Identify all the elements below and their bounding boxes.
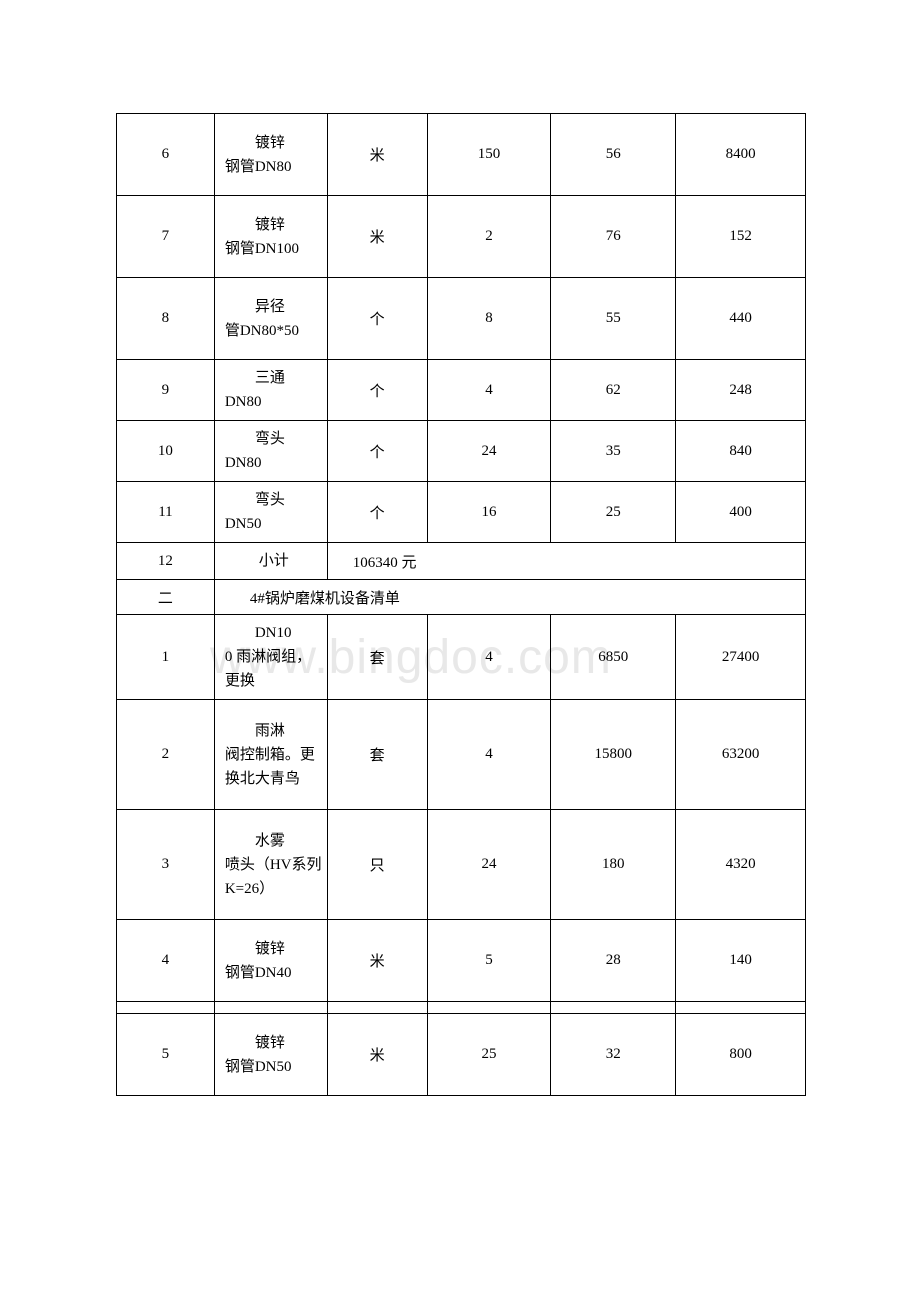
cell-name: 镀锌钢管DN100 — [214, 196, 327, 278]
cell-unit: 米 — [327, 114, 427, 196]
cell-qty: 8 — [427, 278, 551, 360]
equipment-table: 6镀锌钢管DN80米1505684007镀锌钢管DN100米2761528异径管… — [116, 113, 806, 1096]
section-title: 4#锅炉磨煤机设备清单 — [214, 580, 805, 615]
cell-total: 440 — [676, 278, 806, 360]
cell-price: 25 — [551, 482, 676, 543]
cell-qty: 24 — [427, 421, 551, 482]
cell-unit: 米 — [327, 920, 427, 1002]
cell-name: 三通DN80 — [214, 360, 327, 421]
cell-unit: 个 — [327, 482, 427, 543]
cell-name: 弯头DN80 — [214, 421, 327, 482]
cell-qty: 4 — [427, 615, 551, 700]
table-row: 4镀锌钢管DN40米528140 — [117, 920, 806, 1002]
cell-price: 55 — [551, 278, 676, 360]
cell-qty: 2 — [427, 196, 551, 278]
cell-num: 5 — [117, 1014, 215, 1096]
cell-name: 异径管DN80*50 — [214, 278, 327, 360]
empty-cell — [551, 1002, 676, 1014]
cell-price: 62 — [551, 360, 676, 421]
cell-price: 6850 — [551, 615, 676, 700]
table-row: 12小计106340 元 — [117, 543, 806, 580]
cell-qty: 150 — [427, 114, 551, 196]
cell-name: 镀锌钢管DN50 — [214, 1014, 327, 1096]
equipment-table-container: 6镀锌钢管DN80米1505684007镀锌钢管DN100米2761528异径管… — [116, 113, 806, 1096]
cell-unit: 个 — [327, 360, 427, 421]
table-row: 1DN100 雨淋阀组，更换套4685027400 — [117, 615, 806, 700]
cell-price: 180 — [551, 810, 676, 920]
cell-name: 雨淋阀控制箱。更换北大青鸟 — [214, 700, 327, 810]
cell-unit: 个 — [327, 278, 427, 360]
cell-num: 11 — [117, 482, 215, 543]
subtotal-label: 小计 — [214, 543, 327, 580]
cell-num: 12 — [117, 543, 215, 580]
table-row: 10弯头DN80个2435840 — [117, 421, 806, 482]
cell-unit: 米 — [327, 1014, 427, 1096]
cell-total: 400 — [676, 482, 806, 543]
empty-cell — [117, 1002, 215, 1014]
cell-unit: 米 — [327, 196, 427, 278]
cell-qty: 25 — [427, 1014, 551, 1096]
cell-price: 35 — [551, 421, 676, 482]
cell-name: DN100 雨淋阀组，更换 — [214, 615, 327, 700]
empty-cell — [676, 1002, 806, 1014]
table-row — [117, 1002, 806, 1014]
cell-total: 140 — [676, 920, 806, 1002]
cell-unit: 只 — [327, 810, 427, 920]
table-row: 7镀锌钢管DN100米276152 — [117, 196, 806, 278]
table-row: 2雨淋阀控制箱。更换北大青鸟套41580063200 — [117, 700, 806, 810]
cell-qty: 16 — [427, 482, 551, 543]
cell-qty: 5 — [427, 920, 551, 1002]
cell-total: 8400 — [676, 114, 806, 196]
cell-name: 镀锌钢管DN80 — [214, 114, 327, 196]
cell-price: 28 — [551, 920, 676, 1002]
cell-num: 8 — [117, 278, 215, 360]
cell-name: 水雾喷头（HV系列 K=26） — [214, 810, 327, 920]
cell-num: 7 — [117, 196, 215, 278]
cell-num: 10 — [117, 421, 215, 482]
cell-total: 27400 — [676, 615, 806, 700]
table-row: 11弯头DN50个1625400 — [117, 482, 806, 543]
cell-num: 1 — [117, 615, 215, 700]
table-row: 9三通DN80个462248 — [117, 360, 806, 421]
table-row: 8异径管DN80*50个855440 — [117, 278, 806, 360]
cell-total: 840 — [676, 421, 806, 482]
cell-num: 3 — [117, 810, 215, 920]
table-row: 3水雾喷头（HV系列 K=26）只241804320 — [117, 810, 806, 920]
cell-num: 2 — [117, 700, 215, 810]
cell-unit: 套 — [327, 700, 427, 810]
table-row: 6镀锌钢管DN80米150568400 — [117, 114, 806, 196]
cell-unit: 套 — [327, 615, 427, 700]
cell-num: 6 — [117, 114, 215, 196]
empty-cell — [327, 1002, 427, 1014]
section-num: 二 — [117, 580, 215, 615]
cell-total: 248 — [676, 360, 806, 421]
cell-price: 56 — [551, 114, 676, 196]
cell-name: 弯头DN50 — [214, 482, 327, 543]
cell-qty: 4 — [427, 360, 551, 421]
cell-price: 15800 — [551, 700, 676, 810]
cell-unit: 个 — [327, 421, 427, 482]
cell-num: 4 — [117, 920, 215, 1002]
cell-price: 76 — [551, 196, 676, 278]
empty-cell — [427, 1002, 551, 1014]
cell-total: 63200 — [676, 700, 806, 810]
cell-qty: 4 — [427, 700, 551, 810]
cell-num: 9 — [117, 360, 215, 421]
empty-cell — [214, 1002, 327, 1014]
cell-total: 4320 — [676, 810, 806, 920]
cell-total: 800 — [676, 1014, 806, 1096]
cell-name: 镀锌钢管DN40 — [214, 920, 327, 1002]
table-row: 二4#锅炉磨煤机设备清单 — [117, 580, 806, 615]
subtotal-value: 106340 元 — [327, 543, 805, 580]
cell-qty: 24 — [427, 810, 551, 920]
cell-price: 32 — [551, 1014, 676, 1096]
table-row: 5镀锌钢管DN50米2532800 — [117, 1014, 806, 1096]
cell-total: 152 — [676, 196, 806, 278]
